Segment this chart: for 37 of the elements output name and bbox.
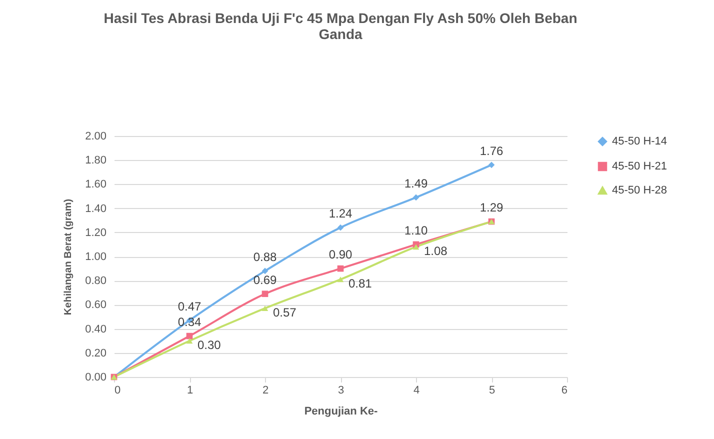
y-axis-title: Kehilangan Berat (gram) (63, 198, 74, 316)
x-tick-label: 4 (413, 384, 420, 396)
y-tick-label: 1.80 (85, 154, 106, 167)
x-axis-title: Pengujian Ke- (304, 406, 378, 418)
y-tick-label: 0.80 (85, 275, 106, 288)
x-tick-label: 0 (114, 384, 121, 396)
y-tick-label: 0.60 (85, 299, 106, 312)
y-tick-label: 0.20 (85, 347, 106, 360)
legend-label: 45-50 H-14 (612, 136, 668, 148)
x-tick-label: 1 (186, 384, 194, 396)
legend-label: 45-50 H-28 (612, 184, 668, 196)
legend-label: 45-50 H-21 (612, 160, 668, 172)
data-label: 1.08 (424, 244, 448, 258)
data-label: 0.30 (198, 338, 222, 352)
data-label: 1.76 (480, 144, 504, 158)
x-tick-label: 3 (338, 384, 344, 396)
y-tick-label: 1.00 (85, 251, 106, 263)
data-label: 0.90 (328, 248, 352, 262)
y-tick-label: 2.00 (85, 130, 106, 142)
data-label: 1.10 (404, 223, 428, 238)
data-label: 0.88 (253, 250, 277, 264)
data-label: 0.69 (253, 272, 277, 287)
data-label: 1.29 (480, 200, 504, 215)
x-tick-label: 5 (488, 384, 496, 396)
chart-title: Hasil Tes Abrasi Benda Uji F'c 45 Mpa Dengan Fly Ash 50% Oleh Beban Ganda (104, 10, 578, 42)
y-tick-label: 0.40 (85, 323, 106, 336)
y-tick-label: 1.20 (85, 226, 106, 239)
y-tick-label: 1.60 (85, 178, 106, 191)
data-label: 1.49 (404, 176, 428, 190)
data-label: 1.24 (328, 206, 352, 221)
y-tick-label: 1.40 (85, 202, 106, 215)
data-label: 0.57 (273, 305, 297, 320)
y-tick-label: 0.00 (85, 372, 106, 384)
data-label: 0.47 (178, 299, 202, 314)
x-tick-label: 6 (561, 384, 568, 396)
data-label: 0.81 (348, 276, 372, 290)
x-tick-label: 2 (262, 384, 269, 396)
